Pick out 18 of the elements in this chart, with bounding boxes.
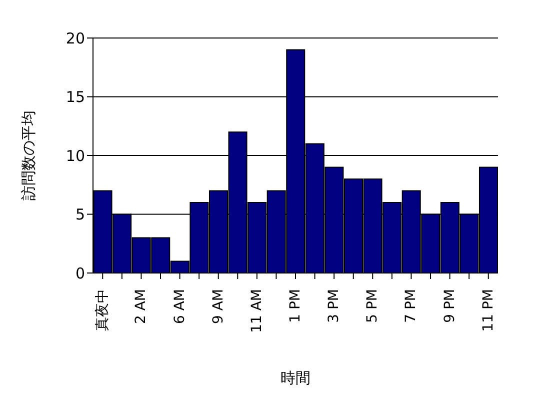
x-tick-label: 9 PM xyxy=(442,289,458,323)
x-tick-label: 5 PM xyxy=(364,289,381,323)
y-tick-label: 0 xyxy=(75,264,85,282)
y-tick-label: 20 xyxy=(66,29,85,48)
y-axis-title: 訪問数の平均 xyxy=(19,110,38,200)
x-tick-label: 真夜中 xyxy=(94,289,111,331)
x-tick-label: 6 AM xyxy=(172,289,188,324)
y-tick-label: 5 xyxy=(75,206,85,224)
x-tick-label: 3 PM xyxy=(326,289,342,323)
x-tick-label: 2 AM xyxy=(133,289,150,324)
y-tick-label: 15 xyxy=(66,88,85,106)
x-tick-label: 7 PM xyxy=(403,289,420,323)
x-tick-label: 11 AM xyxy=(248,289,265,333)
x-tick-label: 9 AM xyxy=(210,289,226,324)
x-axis-title: 時間 xyxy=(280,369,310,387)
x-tick-label: 11 PM xyxy=(480,289,496,332)
x-tick-label: 1 PM xyxy=(288,289,304,323)
y-tick-label: 10 xyxy=(66,146,85,165)
